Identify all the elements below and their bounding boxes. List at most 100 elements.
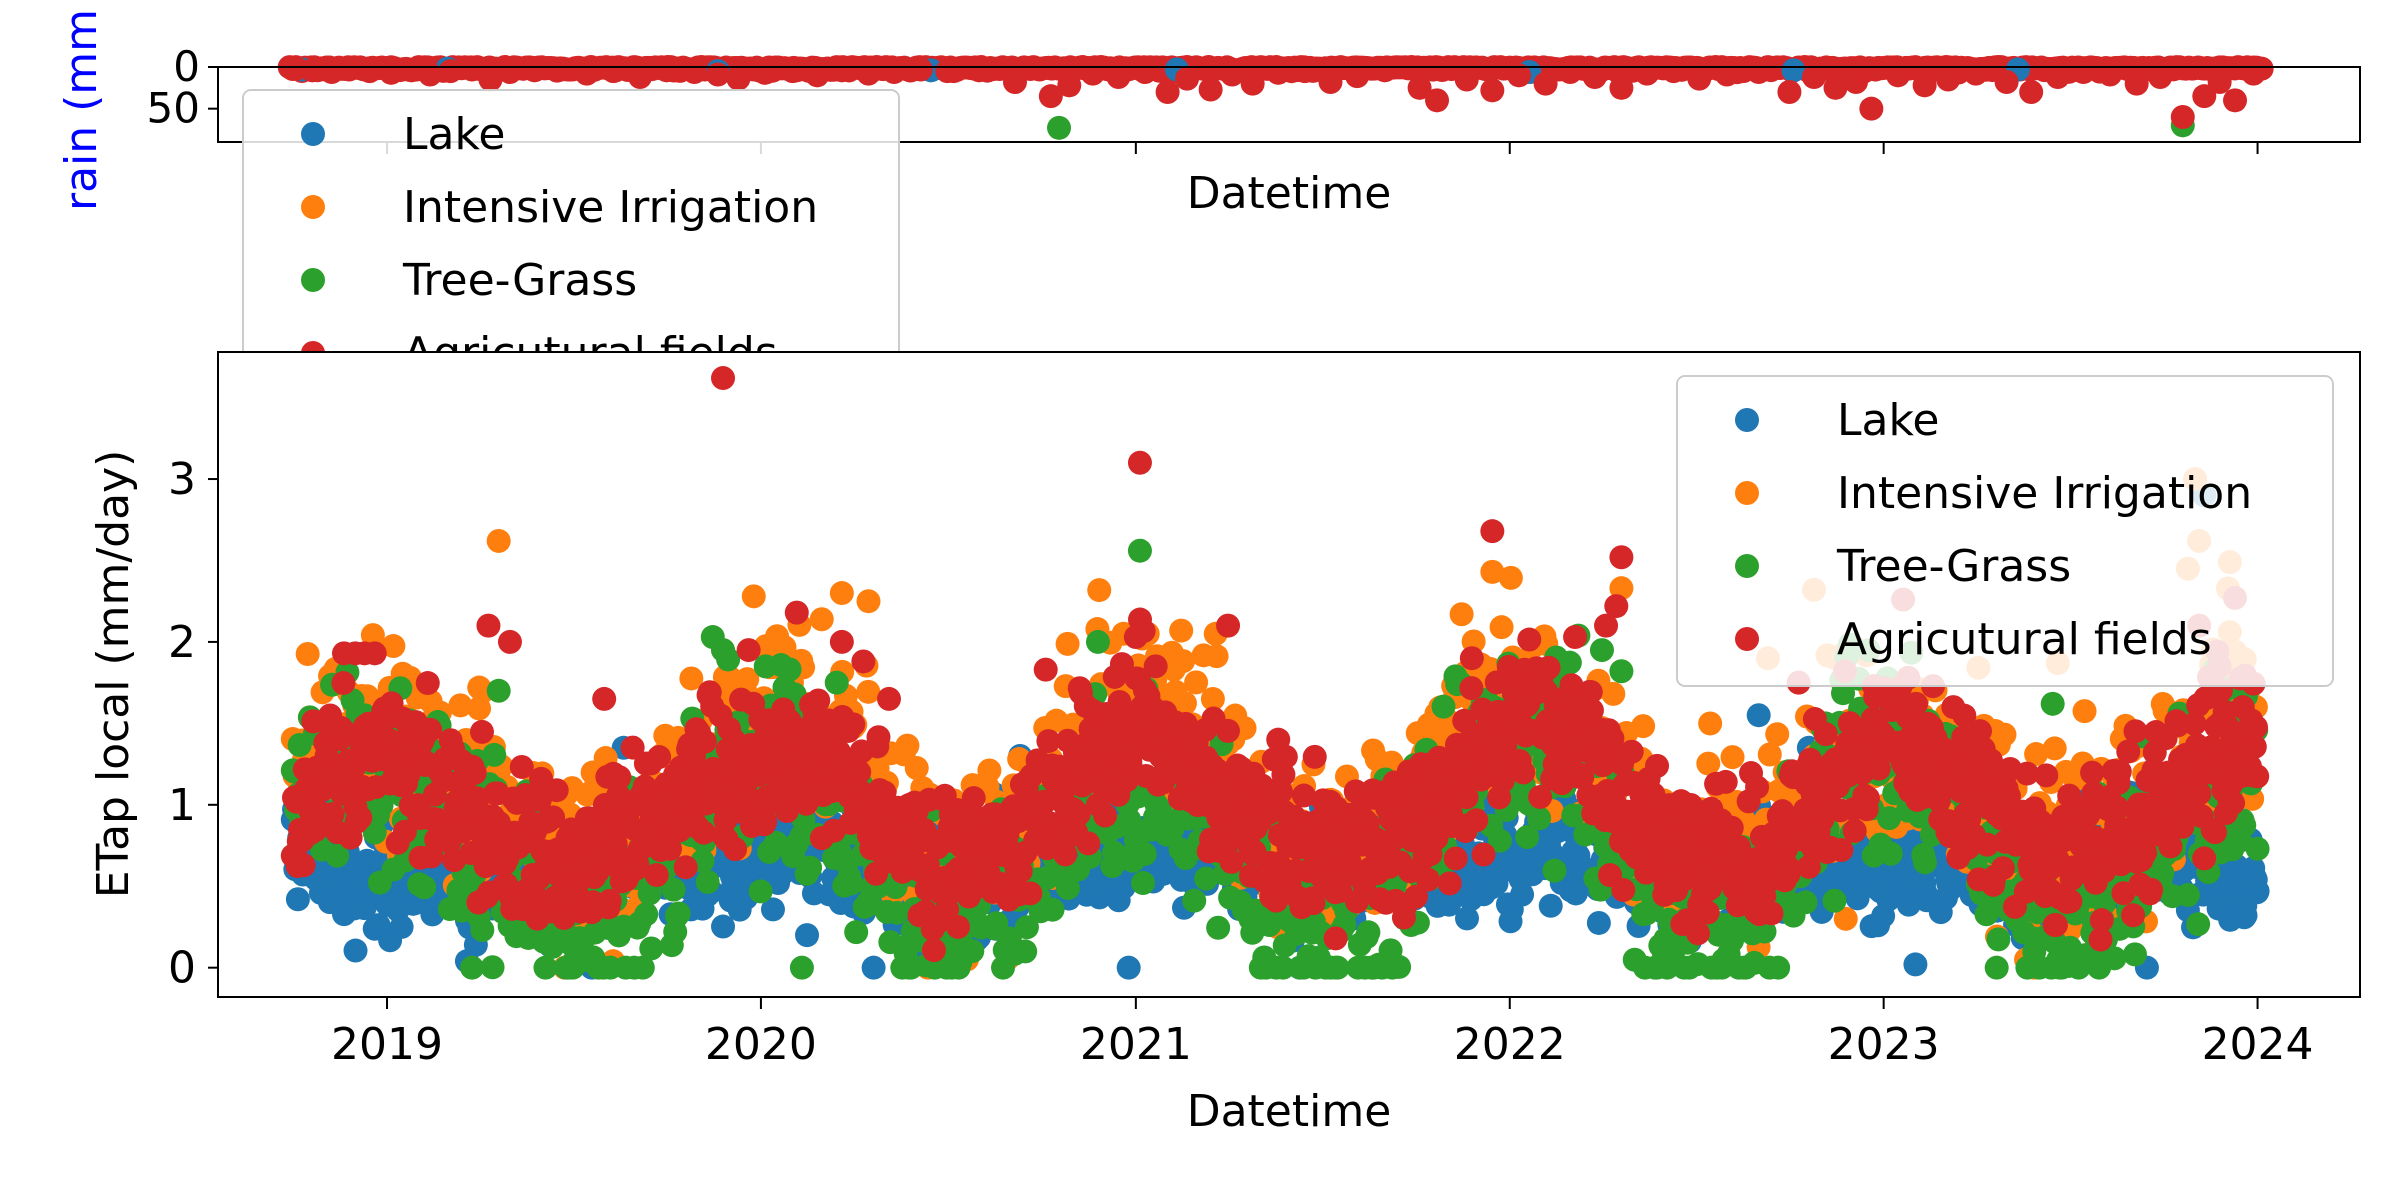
data-point xyxy=(415,671,440,696)
data-point xyxy=(1206,915,1231,940)
rain-point xyxy=(2223,88,2248,113)
data-point xyxy=(348,805,373,830)
rain-y-tick-label: 50 xyxy=(147,84,200,133)
data-point xyxy=(904,756,929,781)
data-point xyxy=(695,869,720,894)
data-point xyxy=(763,830,788,855)
data-point xyxy=(647,745,672,770)
data-point xyxy=(1510,882,1535,907)
data-point xyxy=(760,897,785,922)
data-point xyxy=(291,853,316,878)
data-point xyxy=(984,911,1009,936)
data-point xyxy=(1123,828,1148,853)
data-point xyxy=(1489,615,1514,640)
data-point xyxy=(1116,955,1141,980)
data-point xyxy=(777,657,802,682)
rain-point xyxy=(1886,63,1910,88)
data-point xyxy=(607,765,632,790)
data-point xyxy=(2102,946,2127,971)
rain-point xyxy=(628,65,653,89)
rain-point xyxy=(1002,70,1027,94)
data-point xyxy=(460,955,485,980)
legend-entry: Intensive Irrigation xyxy=(403,182,818,233)
legend-marker xyxy=(301,195,325,219)
data-point xyxy=(448,693,473,718)
data-point xyxy=(644,862,669,887)
legend-marker xyxy=(301,268,325,292)
rain-point xyxy=(1963,61,1988,86)
rain-point xyxy=(1844,70,1868,94)
data-point xyxy=(772,635,797,660)
rain-point xyxy=(1047,115,1072,140)
data-point xyxy=(795,923,820,948)
rain-point xyxy=(574,61,599,86)
rain-point xyxy=(2124,71,2149,96)
rain-point xyxy=(967,58,992,83)
rain-point xyxy=(2098,62,2123,87)
data-point xyxy=(544,778,569,803)
data-point xyxy=(1720,745,1745,770)
rain-point xyxy=(1220,62,1245,87)
data-point xyxy=(1878,841,1903,866)
data-point xyxy=(470,918,495,943)
rain-point xyxy=(805,63,830,88)
data-point xyxy=(2040,691,2065,716)
data-point xyxy=(2245,836,2270,861)
legend-marker xyxy=(301,341,325,352)
rain-point xyxy=(1318,70,1343,94)
data-point xyxy=(295,641,320,666)
rain-point xyxy=(399,58,424,83)
data-point xyxy=(1903,952,1928,977)
legend-entry: Agricutural fields xyxy=(403,328,778,379)
data-point xyxy=(1589,638,1614,663)
rain-point xyxy=(478,67,503,92)
rain-point xyxy=(2207,70,2232,94)
rain-point xyxy=(1912,73,1937,98)
data-point xyxy=(469,719,494,744)
data-point xyxy=(1609,659,1634,684)
rain-point xyxy=(856,61,881,86)
data-point xyxy=(1055,875,1080,900)
rain-point xyxy=(1454,67,1479,92)
data-point xyxy=(381,634,406,659)
data-point xyxy=(1757,742,1782,767)
data-point xyxy=(741,584,766,609)
data-point xyxy=(1557,650,1582,675)
data-point xyxy=(1896,892,1921,917)
data-point xyxy=(1992,722,2017,747)
rain-points xyxy=(277,55,2274,140)
data-point xyxy=(486,528,511,553)
rain-x-axis-label: Datetime xyxy=(1187,168,1392,219)
data-point xyxy=(1765,722,1790,747)
rain-point xyxy=(1859,96,1884,121)
data-point xyxy=(509,754,534,779)
data-point xyxy=(325,843,350,868)
data-point xyxy=(1986,927,2011,952)
data-point xyxy=(1325,955,1350,980)
data-point xyxy=(620,735,645,760)
data-point xyxy=(412,875,437,900)
data-point xyxy=(1563,881,1588,906)
rain-point xyxy=(908,57,933,82)
data-point xyxy=(1131,870,1156,895)
data-point xyxy=(844,920,869,945)
data-point xyxy=(1696,751,1721,776)
data-point xyxy=(1387,954,1412,979)
data-point xyxy=(533,955,558,980)
rain-point xyxy=(2170,105,2195,129)
data-point xyxy=(1449,602,1474,627)
data-point xyxy=(1356,920,1381,945)
data-point xyxy=(861,955,886,980)
rain-point xyxy=(300,58,325,83)
rain-point xyxy=(1781,58,1806,83)
rain-point xyxy=(829,58,854,83)
data-point xyxy=(2024,742,2049,767)
rain-point xyxy=(1582,65,1607,89)
rain-point xyxy=(1345,64,1370,89)
rain-point xyxy=(522,58,547,83)
rain-point xyxy=(726,66,751,91)
etap-points xyxy=(280,366,2270,980)
data-point xyxy=(1182,888,1207,913)
rain-point xyxy=(1240,71,1265,96)
